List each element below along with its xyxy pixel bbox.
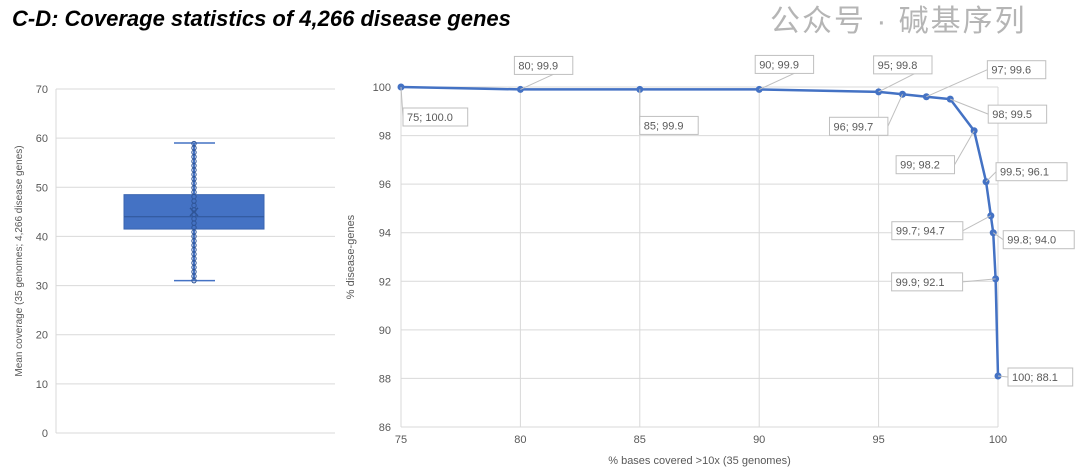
data-label: 99.9; 92.1 xyxy=(896,277,945,289)
y-tick-label: 10 xyxy=(36,379,48,391)
data-label-box xyxy=(986,60,1047,80)
label-leader xyxy=(950,98,989,115)
data-label: 96; 99.7 xyxy=(833,121,873,133)
data-label: 75; 100.0 xyxy=(407,112,453,124)
y-axis-title: % disease-genes xyxy=(345,214,357,299)
watermark: 公众号 · 碱基序列 xyxy=(770,5,1027,38)
data-label: 90; 99.9 xyxy=(759,59,799,71)
label-leader xyxy=(992,232,1004,241)
data-label: 80; 99.9 xyxy=(518,60,558,72)
data-label: 95; 99.8 xyxy=(878,60,918,72)
y-tick-label: 90 xyxy=(379,325,391,337)
y-tick-label: 20 xyxy=(36,330,48,342)
y-tick-label: 0 xyxy=(42,428,48,440)
data-label: 99.5; 96.1 xyxy=(1000,167,1049,179)
label-leader xyxy=(887,94,903,127)
x-tick-label: 95 xyxy=(872,434,884,446)
y-tick-label: 92 xyxy=(379,276,391,288)
page-title: C-D: Coverage statistics of 4,266 diseas… xyxy=(12,6,511,31)
label-leader xyxy=(997,375,1009,378)
data-label-box xyxy=(987,104,1048,124)
y-tick-label: 70 xyxy=(36,84,48,96)
y-tick-label: 40 xyxy=(36,231,48,243)
y-tick-label: 30 xyxy=(36,281,48,293)
x-tick-label: 100 xyxy=(989,434,1007,446)
label-leader xyxy=(962,215,992,232)
y-tick-label: 86 xyxy=(379,422,391,434)
y-tick-label: 96 xyxy=(379,179,391,191)
x-tick-label: 75 xyxy=(395,434,407,446)
label-leader xyxy=(985,171,997,183)
data-point xyxy=(191,140,197,147)
data-label-box xyxy=(639,115,699,135)
data-label: 97; 99.6 xyxy=(991,65,1031,77)
mean-marker xyxy=(189,207,199,217)
data-label-box xyxy=(995,162,1068,182)
data-label: 99; 98.2 xyxy=(900,160,940,172)
data-label: 99.7; 94.7 xyxy=(896,226,945,238)
y-axis-title: Mean coverage (35 genomes; 4,266 disease… xyxy=(14,145,25,376)
y-tick-label: 50 xyxy=(36,182,48,194)
data-label: 98; 99.5 xyxy=(992,109,1032,121)
data-label-box xyxy=(828,116,889,136)
x-axis-title: % bases covered >10x (35 genomes) xyxy=(608,455,791,467)
label-leader xyxy=(954,130,975,165)
y-tick-label: 98 xyxy=(379,131,391,143)
data-label-box xyxy=(402,107,469,127)
data-label: 99.8; 94.0 xyxy=(1007,235,1056,247)
y-tick-label: 94 xyxy=(379,228,391,240)
x-tick-label: 85 xyxy=(634,434,646,446)
data-label-box xyxy=(891,272,964,292)
label-leader xyxy=(962,278,996,283)
data-label-box xyxy=(754,54,815,74)
label-leader xyxy=(926,69,988,98)
x-tick-label: 80 xyxy=(514,434,526,446)
y-tick-label: 88 xyxy=(379,373,391,385)
y-tick-label: 60 xyxy=(36,133,48,145)
data-label: 100; 88.1 xyxy=(1012,372,1058,384)
data-label-box xyxy=(1007,367,1074,387)
data-label: 85; 99.9 xyxy=(644,120,684,132)
data-label-box xyxy=(513,55,574,75)
data-label-box xyxy=(873,55,933,75)
y-tick-label: 100 xyxy=(373,82,391,94)
data-label-box xyxy=(895,155,956,175)
data-label-box xyxy=(891,221,964,241)
data-label-box xyxy=(1002,230,1075,250)
x-tick-label: 90 xyxy=(753,434,765,446)
